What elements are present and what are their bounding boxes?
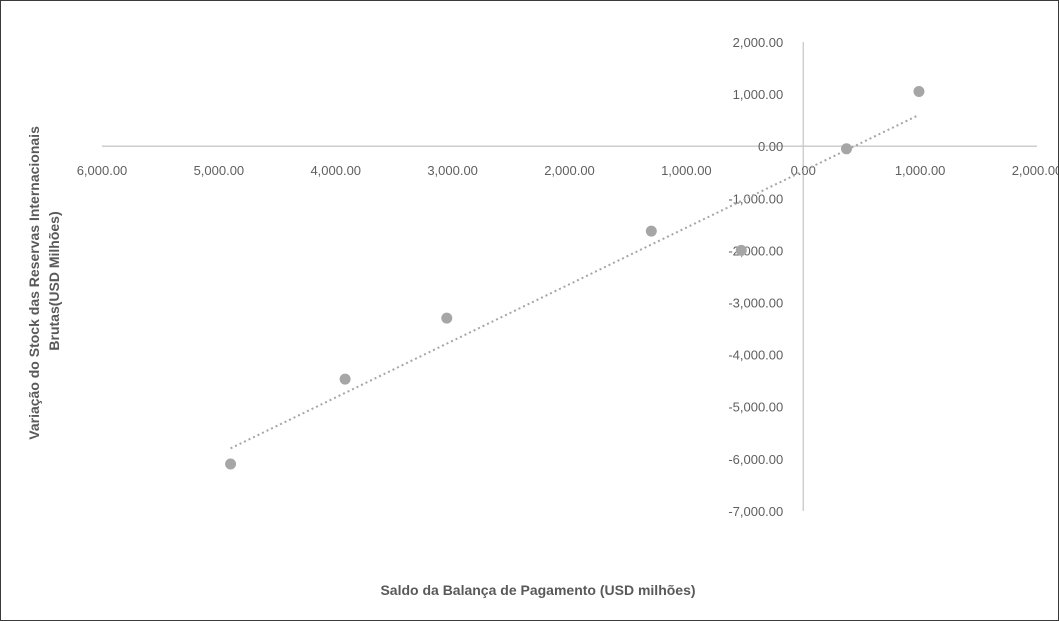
- data-point: [339, 373, 351, 385]
- x-tick-label: 3,000.00: [427, 163, 478, 178]
- y-tick-label: 0.00: [758, 139, 783, 154]
- y-axis-title: Variação do Stock das Reservas Internaci…: [26, 122, 62, 439]
- data-point: [735, 244, 747, 256]
- data-point: [913, 85, 925, 97]
- x-tick-label: 6,000.00: [77, 163, 128, 178]
- x-tick-label: 2,000.00: [1012, 163, 1058, 178]
- x-tick-label: 2,000.00: [544, 163, 595, 178]
- y-tick-label: -7,000.00: [728, 504, 783, 519]
- data-point: [645, 225, 657, 237]
- data-point: [441, 312, 453, 324]
- x-tick-label: 1,000.00: [895, 163, 946, 178]
- y-tick-label: -6,000.00: [728, 452, 783, 467]
- data-point: [225, 458, 237, 470]
- tick-labels: 6,000.00 5,000.00 4,000.00 3,000.00 2,000.00…: [77, 35, 1058, 519]
- y-axis-title-line2: Brutas(USD Milhões): [46, 211, 62, 350]
- x-tick-label: 1,000.00: [661, 163, 712, 178]
- y-tick-label: -1,000.00: [728, 191, 783, 206]
- y-tick-label: 2,000.00: [733, 35, 784, 50]
- x-tick-label: 4,000.00: [310, 163, 361, 178]
- data-points: [225, 85, 925, 470]
- data-point: [840, 143, 852, 155]
- x-tick-label: 5,000.00: [194, 163, 245, 178]
- axes: [102, 42, 1037, 511]
- y-tick-label: -5,000.00: [728, 400, 783, 415]
- y-axis-title-line1: Variação do Stock das Reservas Internaci…: [26, 126, 42, 440]
- y-tick-label: -4,000.00: [728, 348, 783, 363]
- y-tick-label: 1,000.00: [733, 87, 784, 102]
- x-axis-title: Saldo da Balança de Pagamento (USD milhõ…: [380, 582, 695, 598]
- y-tick-label: -3,000.00: [728, 296, 783, 311]
